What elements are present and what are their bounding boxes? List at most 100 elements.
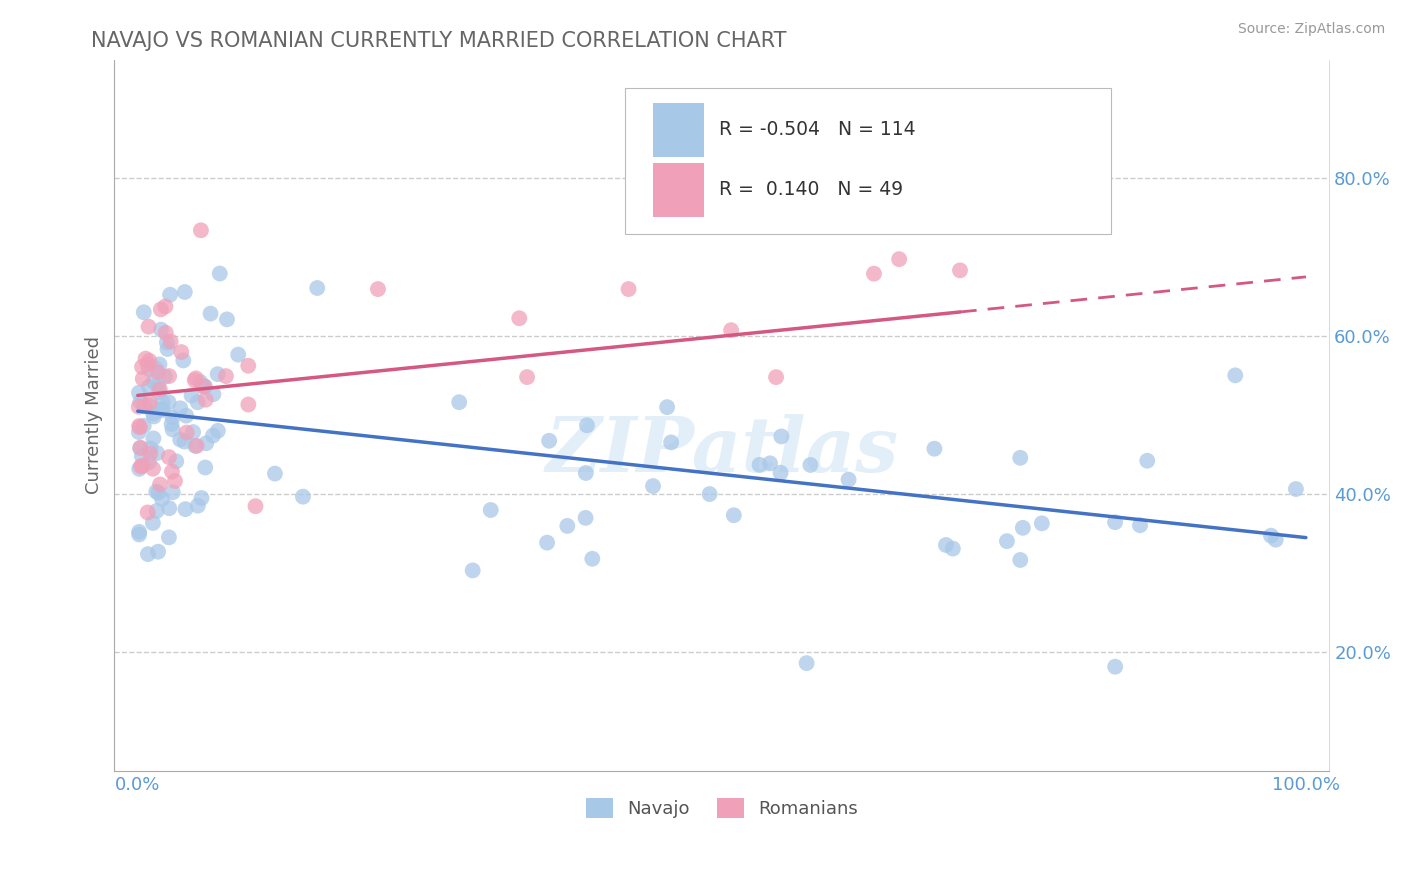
Point (699, 487, 721, 501)
Point (536, 535, 558, 549)
Point (863, 267, 886, 281)
Point (157, 369, 180, 384)
Point (184, 439, 207, 453)
Point (153, 369, 176, 384)
Point (134, 400, 156, 414)
Point (165, 454, 187, 468)
Point (924, 442, 946, 456)
FancyBboxPatch shape (624, 88, 1111, 234)
Point (173, 285, 195, 299)
Point (799, 458, 821, 472)
Point (1285, 482, 1308, 496)
Point (887, 252, 910, 267)
Point (555, 519, 578, 533)
Point (138, 353, 160, 368)
Point (949, 263, 972, 277)
Point (307, 281, 329, 295)
Point (149, 477, 172, 491)
FancyBboxPatch shape (652, 163, 703, 218)
Point (131, 458, 153, 473)
Point (575, 418, 598, 433)
Point (655, 400, 678, 414)
Point (181, 425, 204, 439)
Point (215, 312, 238, 326)
Point (1129, 518, 1152, 533)
Legend: Navajo, Romanians: Navajo, Romanians (578, 790, 865, 826)
Point (193, 379, 215, 393)
Point (146, 365, 169, 379)
Point (935, 538, 957, 552)
Point (581, 551, 603, 566)
Point (575, 466, 598, 480)
Point (156, 335, 179, 350)
Point (159, 334, 181, 349)
Point (538, 434, 561, 448)
Point (1225, 368, 1247, 383)
Point (720, 323, 742, 337)
Point (142, 461, 165, 475)
Point (145, 361, 167, 376)
Point (169, 401, 191, 416)
Point (174, 502, 197, 516)
Point (155, 300, 177, 314)
Point (138, 380, 160, 394)
Point (174, 409, 197, 423)
Point (139, 395, 162, 409)
Point (759, 456, 782, 470)
Point (207, 424, 229, 438)
Text: ZIPatlas: ZIPatlas (546, 414, 898, 488)
Point (160, 417, 183, 431)
Point (238, 359, 260, 373)
Point (155, 326, 177, 340)
Point (139, 447, 162, 461)
Point (128, 420, 150, 434)
Point (176, 425, 198, 440)
Text: NAVAJO VS ROMANIAN CURRENTLY MARRIED CORRELATION CHART: NAVAJO VS ROMANIAN CURRENTLY MARRIED COR… (91, 31, 787, 51)
Point (172, 353, 194, 368)
Point (184, 373, 207, 387)
Point (136, 357, 159, 371)
Point (138, 398, 160, 412)
Point (1136, 454, 1159, 468)
Point (264, 467, 287, 481)
Point (748, 458, 770, 472)
Point (208, 267, 231, 281)
Text: R = -0.504   N = 114: R = -0.504 N = 114 (720, 120, 917, 139)
Point (149, 302, 172, 317)
Point (187, 499, 209, 513)
Point (180, 388, 202, 402)
Point (194, 379, 217, 393)
Point (142, 406, 165, 420)
Point (1011, 521, 1033, 535)
Point (128, 385, 150, 400)
Y-axis label: Currently Married: Currently Married (86, 336, 103, 494)
Point (148, 358, 170, 372)
Point (641, 479, 664, 493)
Point (190, 223, 212, 237)
Point (157, 450, 180, 464)
Point (132, 418, 155, 433)
Point (150, 401, 173, 416)
Point (186, 439, 208, 453)
Point (195, 436, 218, 450)
Point (160, 465, 183, 479)
Point (226, 348, 249, 362)
Point (170, 345, 193, 359)
Point (129, 442, 152, 456)
Point (796, 656, 818, 670)
Point (146, 378, 169, 392)
Point (184, 371, 207, 385)
Point (145, 484, 167, 499)
Point (139, 442, 162, 456)
Point (128, 462, 150, 476)
Point (508, 311, 530, 326)
Point (173, 434, 195, 449)
Point (162, 485, 184, 500)
Point (128, 400, 150, 414)
Point (215, 369, 238, 384)
Point (942, 541, 965, 556)
Point (131, 359, 153, 374)
Text: R =  0.140   N = 49: R = 0.140 N = 49 (720, 180, 904, 199)
Point (238, 397, 260, 411)
Point (193, 379, 215, 393)
